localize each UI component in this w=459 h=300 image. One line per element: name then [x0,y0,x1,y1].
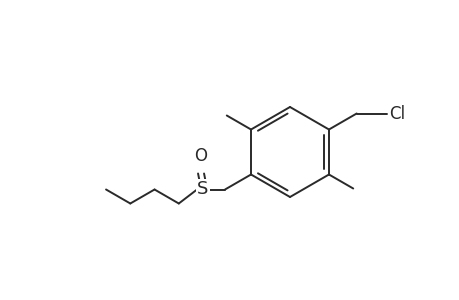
Text: S: S [197,181,208,199]
Text: O: O [194,146,207,164]
Text: Cl: Cl [388,104,404,122]
